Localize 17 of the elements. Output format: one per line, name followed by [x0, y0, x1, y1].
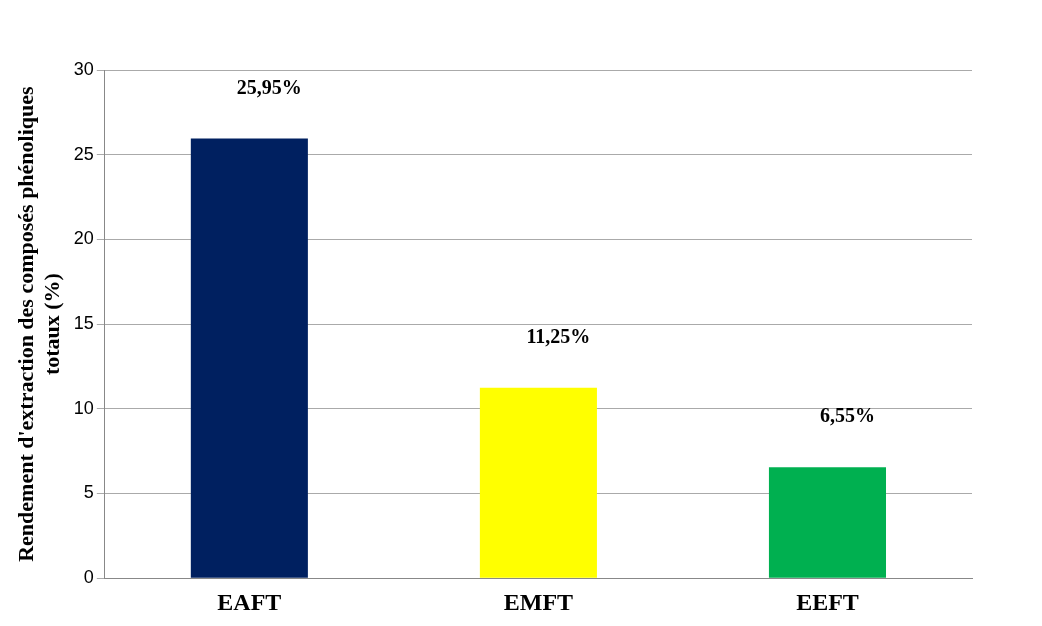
x-tick-label: EAFT [217, 588, 282, 615]
x-tick-label: EEFT [796, 588, 859, 615]
bar [768, 467, 887, 578]
bar [479, 387, 597, 578]
y-tick-label: 5 [83, 482, 94, 503]
data-label: 11,25% [526, 324, 591, 347]
y-tick-label: 10 [73, 397, 94, 418]
y-tick-label: 25 [73, 143, 94, 164]
bar [190, 138, 308, 578]
x-tick-label: EMFT [503, 588, 574, 615]
data-label: 6,55% [819, 404, 875, 427]
y-tick-label: 0 [83, 567, 94, 588]
y-tick-label: 15 [73, 313, 94, 334]
y-tick-label: 30 [73, 58, 94, 79]
y-tick-label: 20 [73, 228, 94, 249]
y-axis-title: Rendement d'extraction des composés phénoliques totaux (%) [12, 85, 65, 562]
data-label: 25,95% [236, 75, 302, 98]
